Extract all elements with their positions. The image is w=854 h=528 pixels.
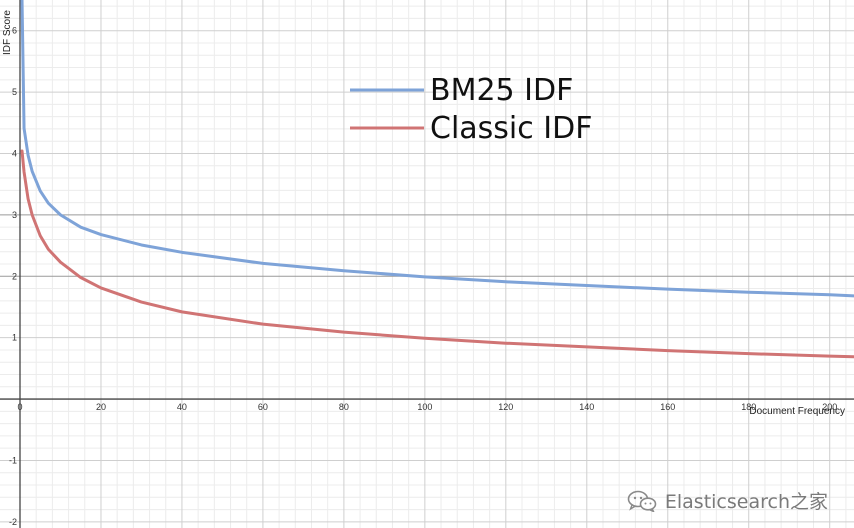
x-tick-label: 200 bbox=[822, 402, 837, 412]
y-axis-title: IDF Score bbox=[2, 10, 13, 55]
y-tick-label: 2 bbox=[12, 271, 17, 281]
x-tick-label: 20 bbox=[96, 402, 106, 412]
y-tick-label: 5 bbox=[12, 87, 17, 97]
legend-label: Classic IDF bbox=[430, 111, 593, 146]
x-tick-label: 80 bbox=[339, 402, 349, 412]
y-tick-label: -1 bbox=[9, 455, 17, 465]
x-tick-label: 100 bbox=[417, 402, 432, 412]
x-axis-title: Document Frequency bbox=[749, 406, 845, 417]
watermark-text: Elasticsearch之家 bbox=[664, 491, 828, 513]
x-tick-label: 60 bbox=[258, 402, 268, 412]
y-tick-label: 4 bbox=[12, 148, 17, 158]
x-tick-labels: 0 20 40 60 80 100 120 140 160 180 200 bbox=[17, 402, 837, 412]
watermark: Elasticsearch之家 bbox=[627, 487, 828, 514]
series-lines bbox=[20, 0, 854, 359]
legend-label: BM25 IDF bbox=[430, 73, 573, 108]
series-line-bm25-idf bbox=[20, 0, 854, 298]
x-tick-label: 180 bbox=[741, 402, 756, 412]
y-tick-labels: -2 -1 1 2 3 4 5 6 bbox=[9, 26, 17, 527]
series-line-classic-idf bbox=[20, 149, 854, 359]
y-tick-label: 3 bbox=[12, 210, 17, 220]
x-tick-label: 160 bbox=[660, 402, 675, 412]
wechat-icon bbox=[627, 490, 657, 512]
y-tick-label: -2 bbox=[9, 517, 17, 527]
y-tick-label: 6 bbox=[12, 26, 17, 36]
x-tick-label: 120 bbox=[498, 402, 513, 412]
x-tick-label: 0 bbox=[17, 402, 22, 412]
x-tick-label: 140 bbox=[579, 402, 594, 412]
y-tick-label: 1 bbox=[12, 333, 17, 343]
x-tick-label: 40 bbox=[177, 402, 187, 412]
